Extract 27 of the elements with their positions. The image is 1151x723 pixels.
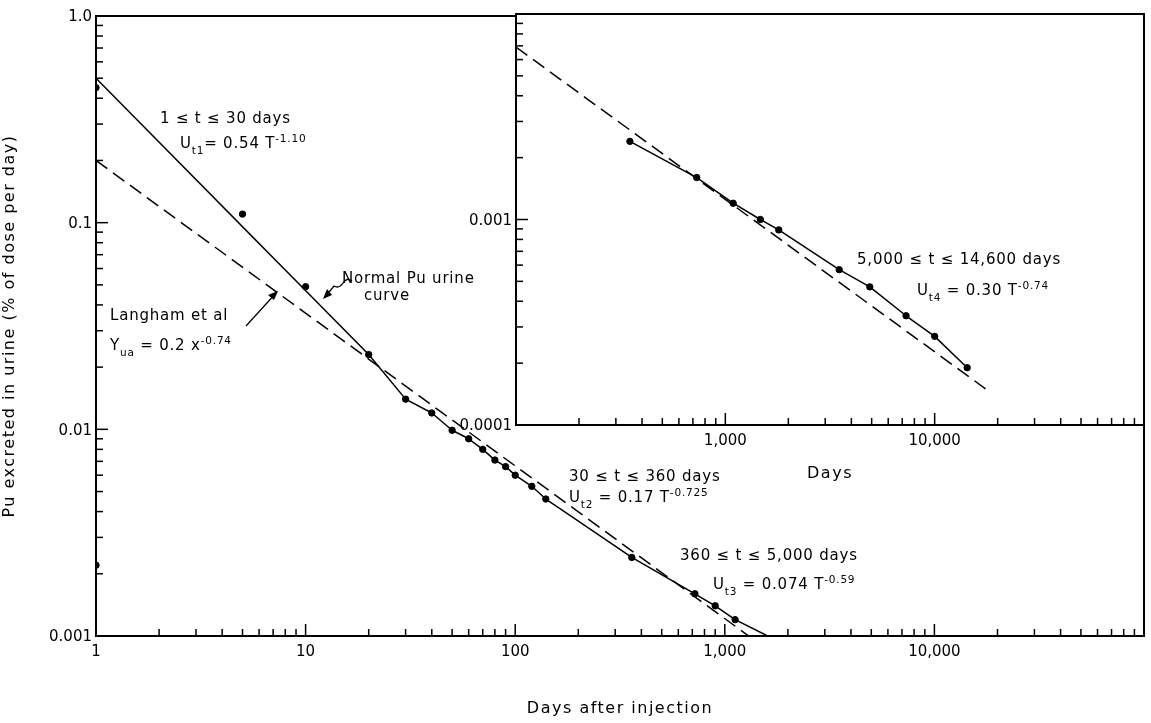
y-tick-label: 0.01 xyxy=(58,420,92,439)
annotation: U$_{t2}$ = 0.17 T$^{-0.725}$ xyxy=(569,486,709,511)
x-tick-label: 1 xyxy=(91,642,101,660)
x-tick-label: 10 xyxy=(296,642,316,660)
y-axis-title: Pu excreted in urine (% of dose per day) xyxy=(0,134,18,518)
annotation: U$_{t4}$ = 0.30 T$^{-0.74}$ xyxy=(917,279,1049,304)
x-axis-title: Days xyxy=(807,463,853,482)
y-tick-label: 0.001 xyxy=(49,627,92,646)
annotation: Langham et al xyxy=(110,306,229,325)
y-tick-label: 1.0 xyxy=(68,7,92,26)
annotation: 30 ≤ t ≤ 360 days xyxy=(569,467,721,486)
annotation: 5,000 ≤ t ≤ 14,600 days xyxy=(857,250,1062,269)
x-axis-title: Days after injection xyxy=(526,698,714,717)
annotation: 1 ≤ t ≤ 30 days xyxy=(160,109,291,128)
x-tick-label: 10,000 xyxy=(908,642,961,660)
annotation: U$_{t1}$= 0.54 T$^{-1.10}$ xyxy=(180,132,307,157)
x-tick-label: 100 xyxy=(500,642,530,660)
x-tick-label: 1,000 xyxy=(703,642,747,660)
annotation: Y$_{ua}$ = 0.2 x$^{-0.74}$ xyxy=(109,334,232,359)
annotation: 360 ≤ t ≤ 5,000 days xyxy=(680,546,858,565)
annotation: Normal Pu urine curve xyxy=(342,269,475,305)
y-tick-label: 0.0001 xyxy=(459,416,512,435)
y-tick-label: 0.1 xyxy=(68,213,92,232)
x-tick-label: 1,000 xyxy=(703,431,747,449)
y-tick-label: 0.001 xyxy=(469,210,512,229)
annotation: U$_{t3}$ = 0.074 T$^{-0.59}$ xyxy=(713,573,856,598)
x-tick-label: 10,000 xyxy=(908,431,961,449)
